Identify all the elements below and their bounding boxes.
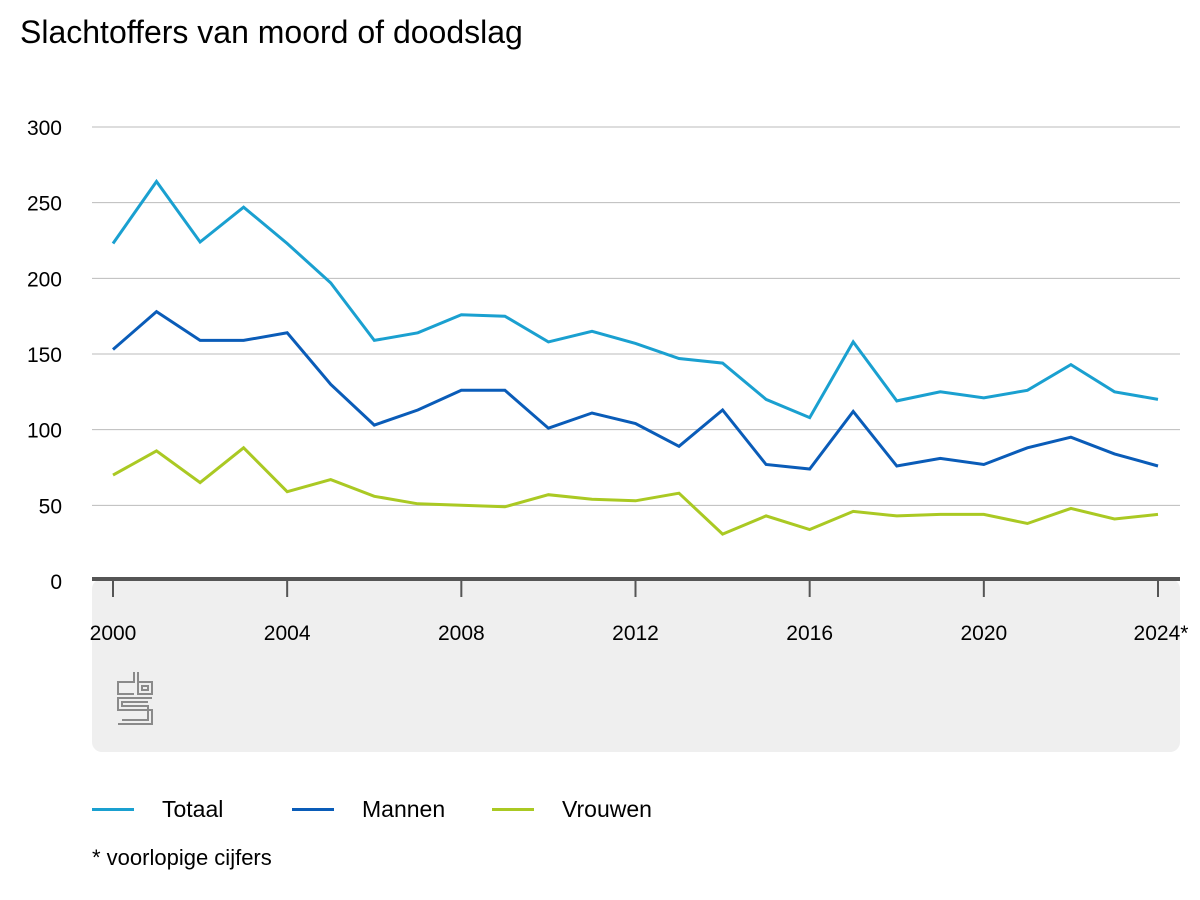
x-tick-label: 2008 — [438, 622, 485, 645]
x-tick-label: 2020 — [960, 622, 1007, 645]
legend-swatch — [92, 808, 134, 811]
x-tick-label: 2000 — [90, 622, 137, 645]
legend-swatch — [292, 808, 334, 811]
legend-label: Totaal — [162, 796, 224, 822]
y-tick-label: 100 — [27, 420, 62, 443]
x-tick-label: 2024* — [1134, 622, 1189, 645]
x-tick-label: 2016 — [786, 622, 833, 645]
footnote: * voorlopige cijfers — [92, 845, 272, 870]
y-tick-label: 200 — [27, 268, 62, 291]
y-tick-label: 250 — [27, 193, 62, 216]
legend-item-mannen: Mannen — [292, 796, 492, 823]
grid-lines — [92, 126, 1180, 506]
x-ticks: 2000 2004 2008 2012 2016 2020 2024* — [90, 581, 1189, 645]
y-tick-label: 50 — [39, 495, 62, 518]
y-tick-label: 150 — [27, 344, 62, 367]
series-line-mannen — [112, 309, 1159, 471]
y-tick-label: 300 — [27, 117, 62, 140]
cbs-logo-icon — [117, 672, 153, 725]
y-tick-label: 0 — [50, 571, 62, 594]
x-axis-panel — [92, 579, 1180, 752]
y-tick-labels: 0 50 100 150 200 250 300 — [27, 117, 62, 594]
legend-swatch — [492, 808, 534, 811]
series-lines — [111, 178, 1159, 536]
series-line-vrouwen — [112, 445, 1159, 536]
chart-title: Slachtoffers van moord of doodslag — [20, 14, 523, 50]
series-line-totaal — [111, 178, 1159, 420]
legend-item-vrouwen: Vrouwen — [492, 796, 692, 823]
legend-item-totaal: Totaal — [92, 796, 292, 823]
legend: Totaal Mannen Vrouwen — [92, 796, 692, 823]
legend-label: Mannen — [362, 796, 446, 822]
x-tick-label: 2012 — [612, 622, 659, 645]
legend-label: Vrouwen — [562, 796, 652, 822]
x-tick-label: 2004 — [264, 622, 311, 645]
